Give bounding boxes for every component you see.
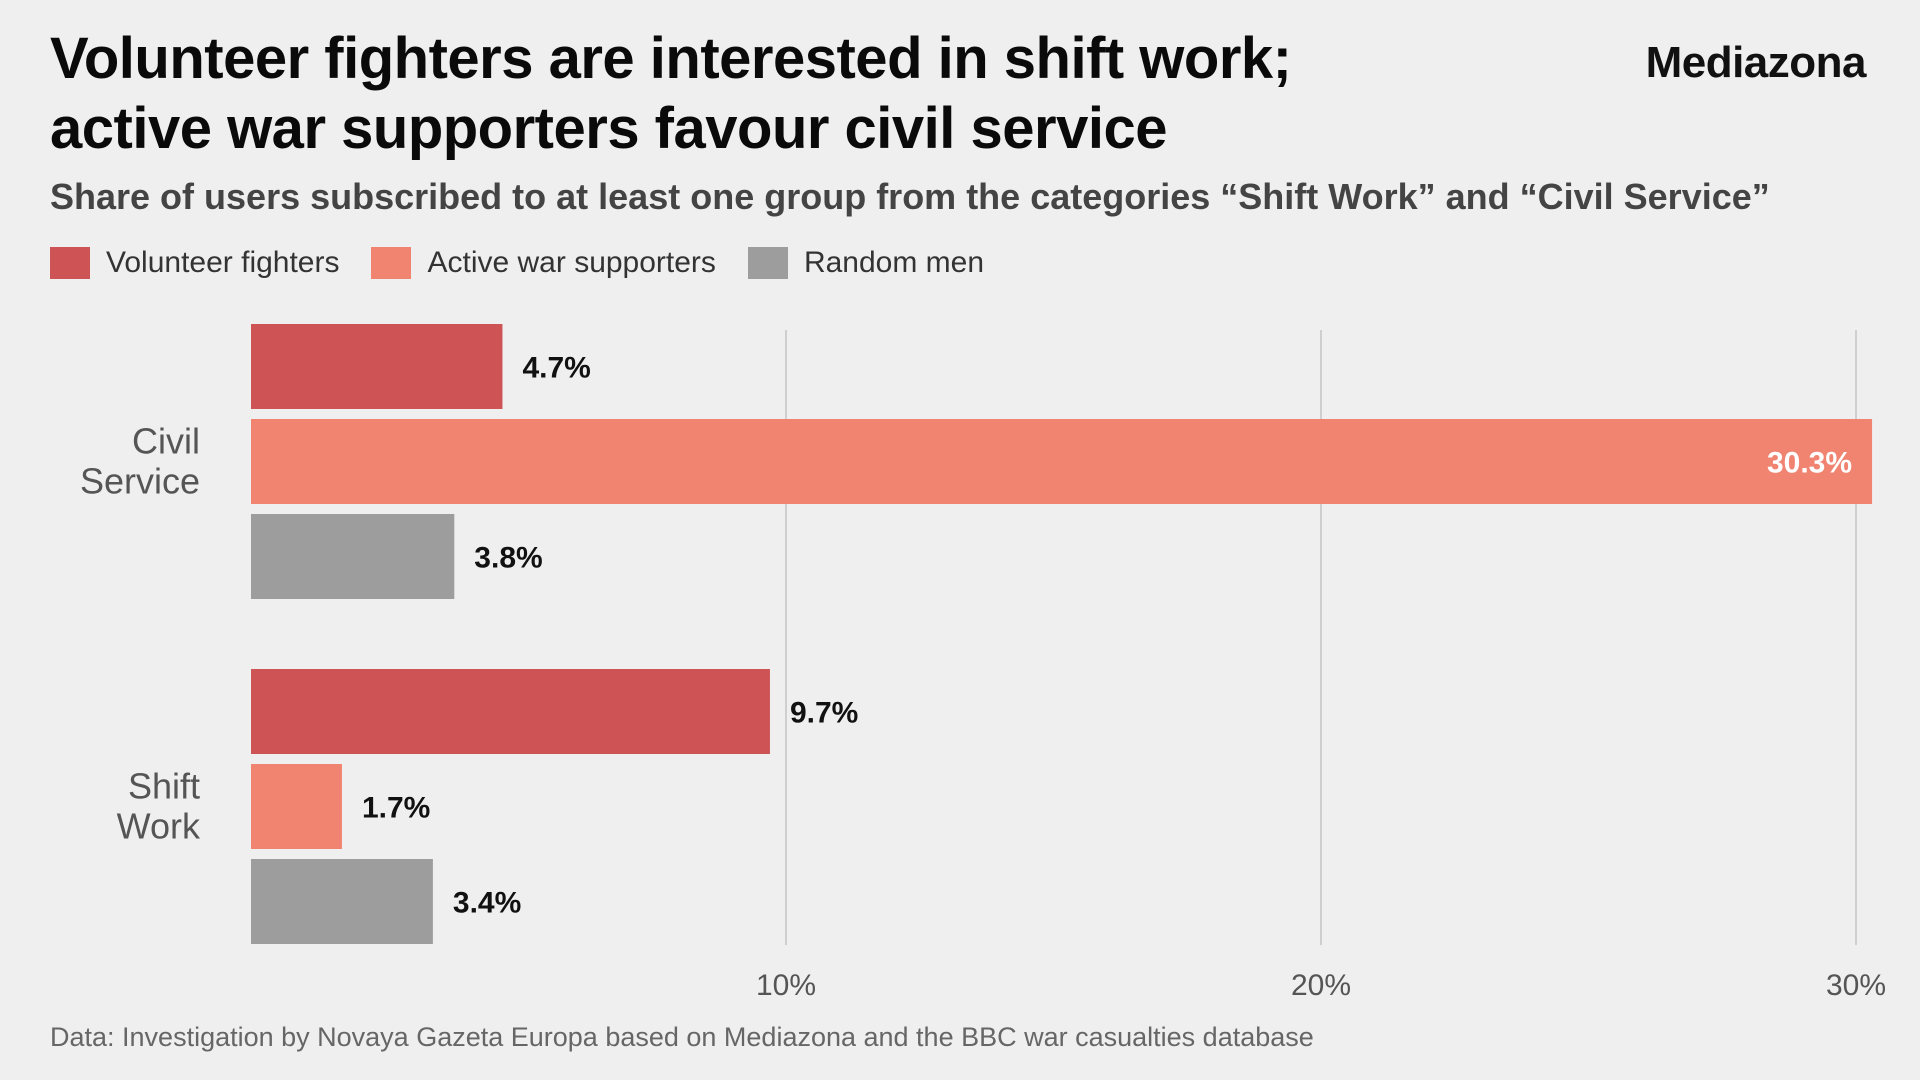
category-label-shift-work-1: Shift: [128, 766, 200, 807]
bar-value-civil-service-active-war-supporters: 30.3%: [1767, 447, 1852, 480]
tick-label-10: 10%: [756, 969, 816, 1000]
tick-label-20: 20%: [1291, 969, 1351, 1000]
bar-value-shift-work-volunteer-fighters: 9.7%: [790, 697, 858, 730]
legend-item-active-war-supporters: Active war supporters: [371, 246, 716, 280]
title-line-1: Volunteer fighters are interested in shi…: [50, 26, 1292, 91]
category-label-civil-service-2: Service: [80, 461, 200, 502]
title-line-2: active war supporters favour civil servi…: [50, 96, 1168, 161]
brand-logo: Mediazona: [1645, 38, 1867, 87]
bar-value-shift-work-random-men: 3.4%: [453, 887, 521, 920]
bar-shift-work-random-men: [251, 859, 433, 944]
bar-value-shift-work-active-war-supporters: 1.7%: [362, 792, 430, 825]
bar-civil-service-active-war-supporters: [251, 419, 1873, 504]
tick-label-30: 30%: [1826, 969, 1886, 1000]
legend-item-random-men: Random men: [747, 246, 985, 280]
legend-label-random-men: Random men: [803, 246, 985, 279]
chart-subtitle: Share of users subscribed to at least on…: [50, 176, 1770, 217]
category-label-civil-service-1: Civil: [132, 421, 200, 462]
legend-label-active-war-supporters: Active war supporters: [427, 246, 716, 279]
legend-label-volunteer-fighters: Volunteer fighters: [106, 246, 340, 279]
legend-item-volunteer-fighters: Volunteer fighters: [50, 246, 339, 280]
legend-swatch-volunteer-fighters: [50, 247, 90, 279]
bar-civil-service-volunteer-fighters: [251, 324, 503, 409]
bar-civil-service-random-men: [251, 514, 455, 599]
category-label-shift-work-2: Work: [117, 806, 201, 847]
chart-title: Volunteer fighters are interested in shi…: [50, 24, 1470, 164]
bar-value-civil-service-volunteer-fighters: 4.7%: [522, 352, 590, 385]
legend: Volunteer fighters Active war supporters…: [50, 246, 984, 280]
bar-shift-work-volunteer-fighters: [251, 669, 770, 754]
bar-value-civil-service-random-men: 3.8%: [474, 542, 542, 575]
legend-swatch-active-war-supporters: [371, 247, 412, 279]
legend-swatch-random-men: [747, 247, 788, 279]
source-note: Data: Investigation by Novaya Gazeta Eur…: [50, 1022, 1314, 1052]
bar-shift-work-active-war-supporters: [251, 764, 342, 849]
